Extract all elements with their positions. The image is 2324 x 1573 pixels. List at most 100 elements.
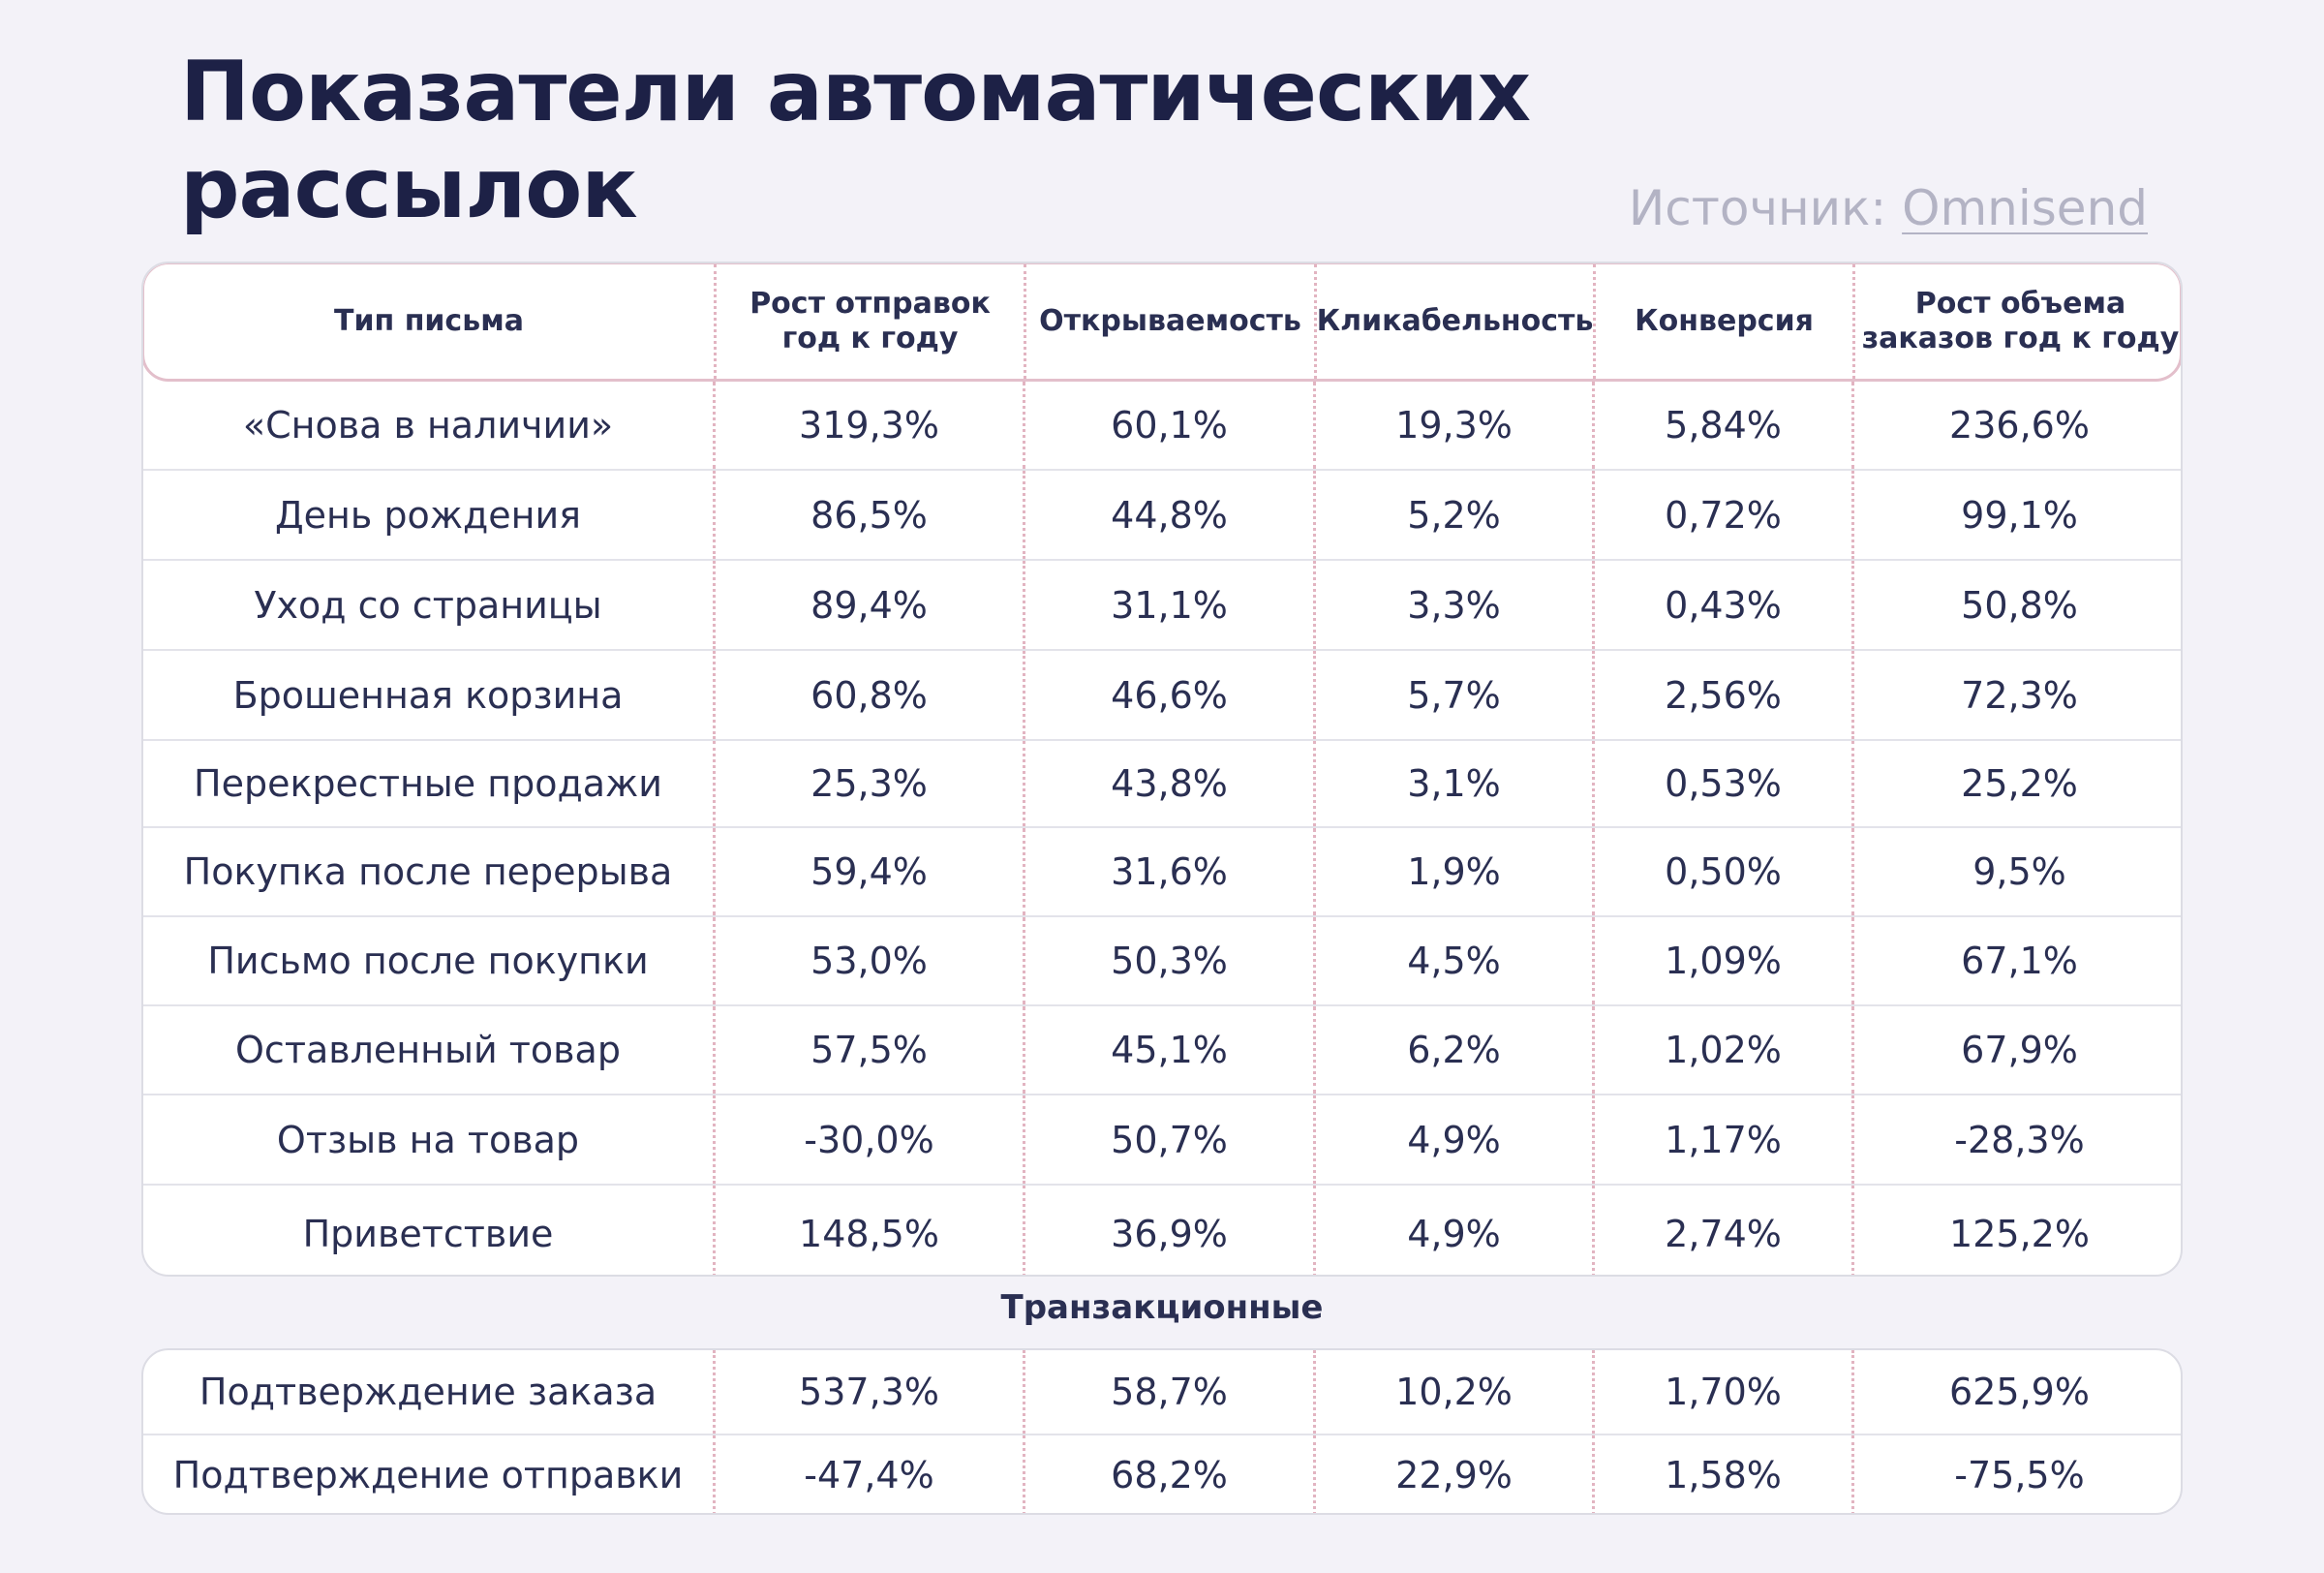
table-cell: 25,3%	[713, 741, 1023, 826]
table-cell: 319,3%	[713, 382, 1023, 469]
table-cell: 0,53%	[1592, 741, 1851, 826]
table-row: Перекрестные продажи 25,3% 43,8% 3,1% 0,53% 2…	[143, 739, 2181, 826]
table-cell: 1,02%	[1592, 1006, 1851, 1094]
table-cell: 236,6%	[1851, 382, 2181, 469]
table-cell: 50,3%	[1023, 917, 1313, 1004]
table-cell: 2,74%	[1592, 1186, 1851, 1275]
table-cell: 44,8%	[1023, 471, 1313, 559]
row-label-cell: Покупка после перерыва	[183, 850, 673, 893]
table-body: «Снова в наличии» 319,3% 60,1% 19,3% 5,84% 23…	[143, 382, 2181, 1275]
table-cell: 43,8%	[1023, 741, 1313, 826]
table-cell: -75,5%	[1851, 1435, 2181, 1513]
table-cell: 125,2%	[1851, 1186, 2181, 1275]
table-cell: 2,56%	[1592, 651, 1851, 739]
table-row: Брошенная корзина 60,8% 46,6% 5,7% 2,56% 72,3…	[143, 649, 2181, 739]
table-cell: 10,2%	[1313, 1350, 1592, 1434]
table-cell: 9,5%	[1851, 828, 2181, 915]
table-row: Покупка после перерыва 59,4% 31,6% 1,9% 0,50…	[143, 826, 2181, 915]
source-link[interactable]: Omnisend	[1902, 180, 2148, 236]
table-cell: 1,17%	[1592, 1095, 1851, 1184]
table-cell: 4,9%	[1313, 1095, 1592, 1184]
table-cell: 3,3%	[1313, 561, 1592, 649]
table-cell: 36,9%	[1023, 1186, 1313, 1275]
row-label-cell: Письмо после покупки	[207, 940, 649, 982]
table-cell: 68,2%	[1023, 1435, 1313, 1513]
table-row: Отзыв на товар -30,0% 50,7% 4,9% 1,17% -28,3%	[143, 1094, 2181, 1184]
table-cell: 67,9%	[1851, 1006, 2181, 1094]
table-cell: 60,8%	[713, 651, 1023, 739]
table-cell: 46,6%	[1023, 651, 1313, 739]
table-cell: 60,1%	[1023, 382, 1313, 469]
table-row: Подтверждение заказа 537,3% 58,7% 10,2% 1,70…	[143, 1350, 2181, 1434]
table-cell: -28,3%	[1851, 1095, 2181, 1184]
row-label-cell: «Снова в наличии»	[242, 404, 614, 447]
table-cell: 1,09%	[1592, 917, 1851, 1004]
table-cell: 31,1%	[1023, 561, 1313, 649]
table-row: «Снова в наличии» 319,3% 60,1% 19,3% 5,84% 23…	[143, 382, 2181, 469]
table-cell: 86,5%	[713, 471, 1023, 559]
table-cell: 59,4%	[713, 828, 1023, 915]
header-open-rate: Открываемость	[1024, 264, 1314, 379]
table-cell: -30,0%	[713, 1095, 1023, 1184]
title-line-2: рассылок	[180, 140, 638, 237]
table-row: Уход со страницы 89,4% 31,1% 3,3% 0,43% 50,8%	[143, 559, 2181, 649]
table-row: Подтверждение отправки -47,4% 68,2% 22,9% 1,…	[143, 1434, 2181, 1513]
table-cell: 0,50%	[1592, 828, 1851, 915]
row-label-cell: День рождения	[274, 493, 582, 537]
header-conversion: Конверсия	[1593, 264, 1852, 379]
row-label-cell: Приветствие	[302, 1213, 554, 1255]
table-row: Письмо после покупки 53,0% 50,3% 4,5% 1,09% 6…	[143, 915, 2181, 1004]
table-cell: 4,5%	[1313, 917, 1592, 1004]
table-cell: 31,6%	[1023, 828, 1313, 915]
table-cell: 148,5%	[713, 1186, 1023, 1275]
table-cell: -47,4%	[713, 1435, 1023, 1513]
table-cell: 625,9%	[1851, 1350, 2181, 1434]
table-row: День рождения 86,5% 44,8% 5,2% 0,72% 99,1%	[143, 469, 2181, 559]
table-cell: 89,4%	[713, 561, 1023, 649]
table-cell: 19,3%	[1313, 382, 1592, 469]
table-cell: 1,58%	[1592, 1435, 1851, 1513]
header-click-rate: Кликабельность	[1314, 264, 1593, 379]
table-cell: 5,84%	[1592, 382, 1851, 469]
table-cell: 0,72%	[1592, 471, 1851, 559]
table-cell: 67,1%	[1851, 917, 2181, 1004]
table-cell: 50,7%	[1023, 1095, 1313, 1184]
row-label-cell: Уход со страницы	[254, 583, 602, 627]
table-row: Оставленный товар 57,5% 45,1% 6,2% 1,02% 67,9…	[143, 1004, 2181, 1094]
table-cell: 1,70%	[1592, 1350, 1851, 1434]
table-cell: 50,8%	[1851, 561, 2181, 649]
table-cell: 45,1%	[1023, 1006, 1313, 1094]
page-title: Показатели автоматических рассылок	[180, 44, 1531, 237]
header-email-type: Тип письма	[334, 304, 524, 338]
table-cell: 537,3%	[713, 1350, 1023, 1434]
table-cell: 57,5%	[713, 1006, 1023, 1094]
table-header: Тип письма Рост отправок год к году Откр…	[143, 263, 2181, 382]
table-cell: 72,3%	[1851, 651, 2181, 739]
source-credit: Источник: Omnisend	[1629, 180, 2148, 236]
row-label-cell: Перекрестные продажи	[194, 762, 662, 805]
row-label-cell: Подтверждение отправки	[172, 1454, 684, 1496]
row-label-cell: Брошенная корзина	[232, 673, 624, 717]
source-prefix: Источник:	[1628, 180, 1903, 236]
table-cell: 5,2%	[1313, 471, 1592, 559]
table-cell: 3,1%	[1313, 741, 1592, 826]
transactional-table: Подтверждение заказа 537,3% 58,7% 10,2% 1,70…	[141, 1348, 2183, 1515]
header-order-growth: Рост объема заказов год к году	[1852, 264, 2181, 379]
table-cell: 53,0%	[713, 917, 1023, 1004]
table-cell: 1,9%	[1313, 828, 1592, 915]
table-row: Приветствие 148,5% 36,9% 4,9% 2,74% 125,2%	[143, 1184, 2181, 1275]
table-cell: 58,7%	[1023, 1350, 1313, 1434]
transactional-section-label: Транзакционные	[1000, 1288, 1324, 1327]
transactional-table-body: Подтверждение заказа 537,3% 58,7% 10,2% 1,70…	[143, 1350, 2181, 1513]
header-send-growth: Рост отправок год к году	[714, 264, 1024, 379]
title-line-1: Показатели автоматических	[180, 44, 1531, 140]
table-cell: 25,2%	[1851, 741, 2181, 826]
row-label-cell: Отзыв на товар	[276, 1118, 580, 1161]
row-label-cell: Подтверждение заказа	[199, 1371, 657, 1413]
table-cell: 22,9%	[1313, 1435, 1592, 1513]
table-cell: 0,43%	[1592, 561, 1851, 649]
table-cell: 99,1%	[1851, 471, 2181, 559]
metrics-table: Тип письма Рост отправок год к году Откр…	[141, 262, 2183, 1277]
table-cell: 6,2%	[1313, 1006, 1592, 1094]
table-cell: 5,7%	[1313, 651, 1592, 739]
